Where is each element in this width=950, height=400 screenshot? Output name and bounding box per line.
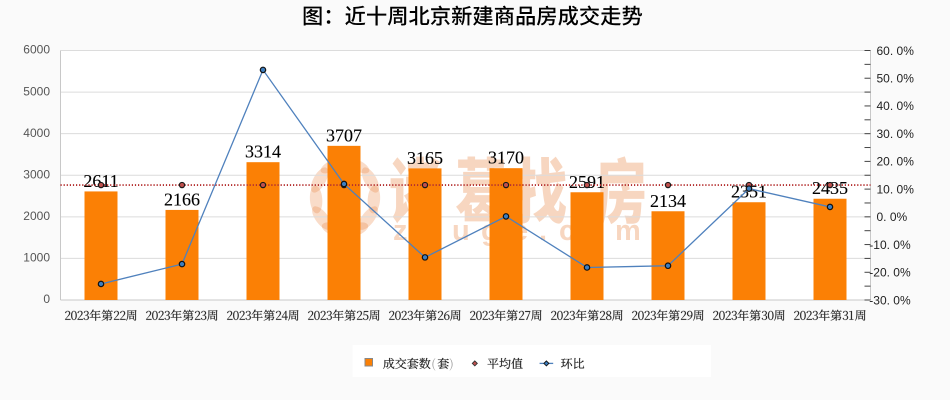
svg-text:u: u (452, 215, 470, 247)
svg-text:30. 0%: 30. 0% (877, 127, 915, 141)
svg-text:-20. 0%: -20. 0% (869, 266, 911, 280)
svg-text:.: . (539, 215, 547, 247)
svg-text:3170: 3170 (488, 148, 524, 168)
svg-text:0: 0 (43, 292, 50, 306)
svg-text:3707: 3707 (326, 125, 362, 145)
svg-text:0. 0%: 0. 0% (877, 210, 908, 224)
svg-text:5000: 5000 (23, 84, 50, 98)
svg-text:3000: 3000 (23, 167, 50, 181)
svg-text:2166: 2166 (164, 189, 200, 209)
svg-text:40. 0%: 40. 0% (877, 99, 915, 113)
svg-text:60. 0%: 60. 0% (877, 44, 915, 58)
svg-text:2134: 2134 (650, 191, 686, 211)
svg-text:6000: 6000 (23, 43, 50, 57)
svg-text:4000: 4000 (23, 126, 50, 140)
svg-text:-10. 0%: -10. 0% (869, 238, 911, 252)
svg-text:m: m (615, 215, 641, 247)
svg-text:-30. 0%: -30. 0% (869, 293, 911, 307)
svg-text:20. 0%: 20. 0% (877, 155, 915, 169)
svg-text:1000: 1000 (23, 251, 50, 265)
svg-text:3165: 3165 (407, 148, 443, 168)
svg-text:2591: 2591 (569, 172, 605, 192)
svg-text:3314: 3314 (245, 142, 281, 162)
svg-text:2000: 2000 (23, 209, 50, 223)
svg-text:50. 0%: 50. 0% (877, 72, 915, 86)
svg-text:10. 0%: 10. 0% (877, 182, 915, 196)
